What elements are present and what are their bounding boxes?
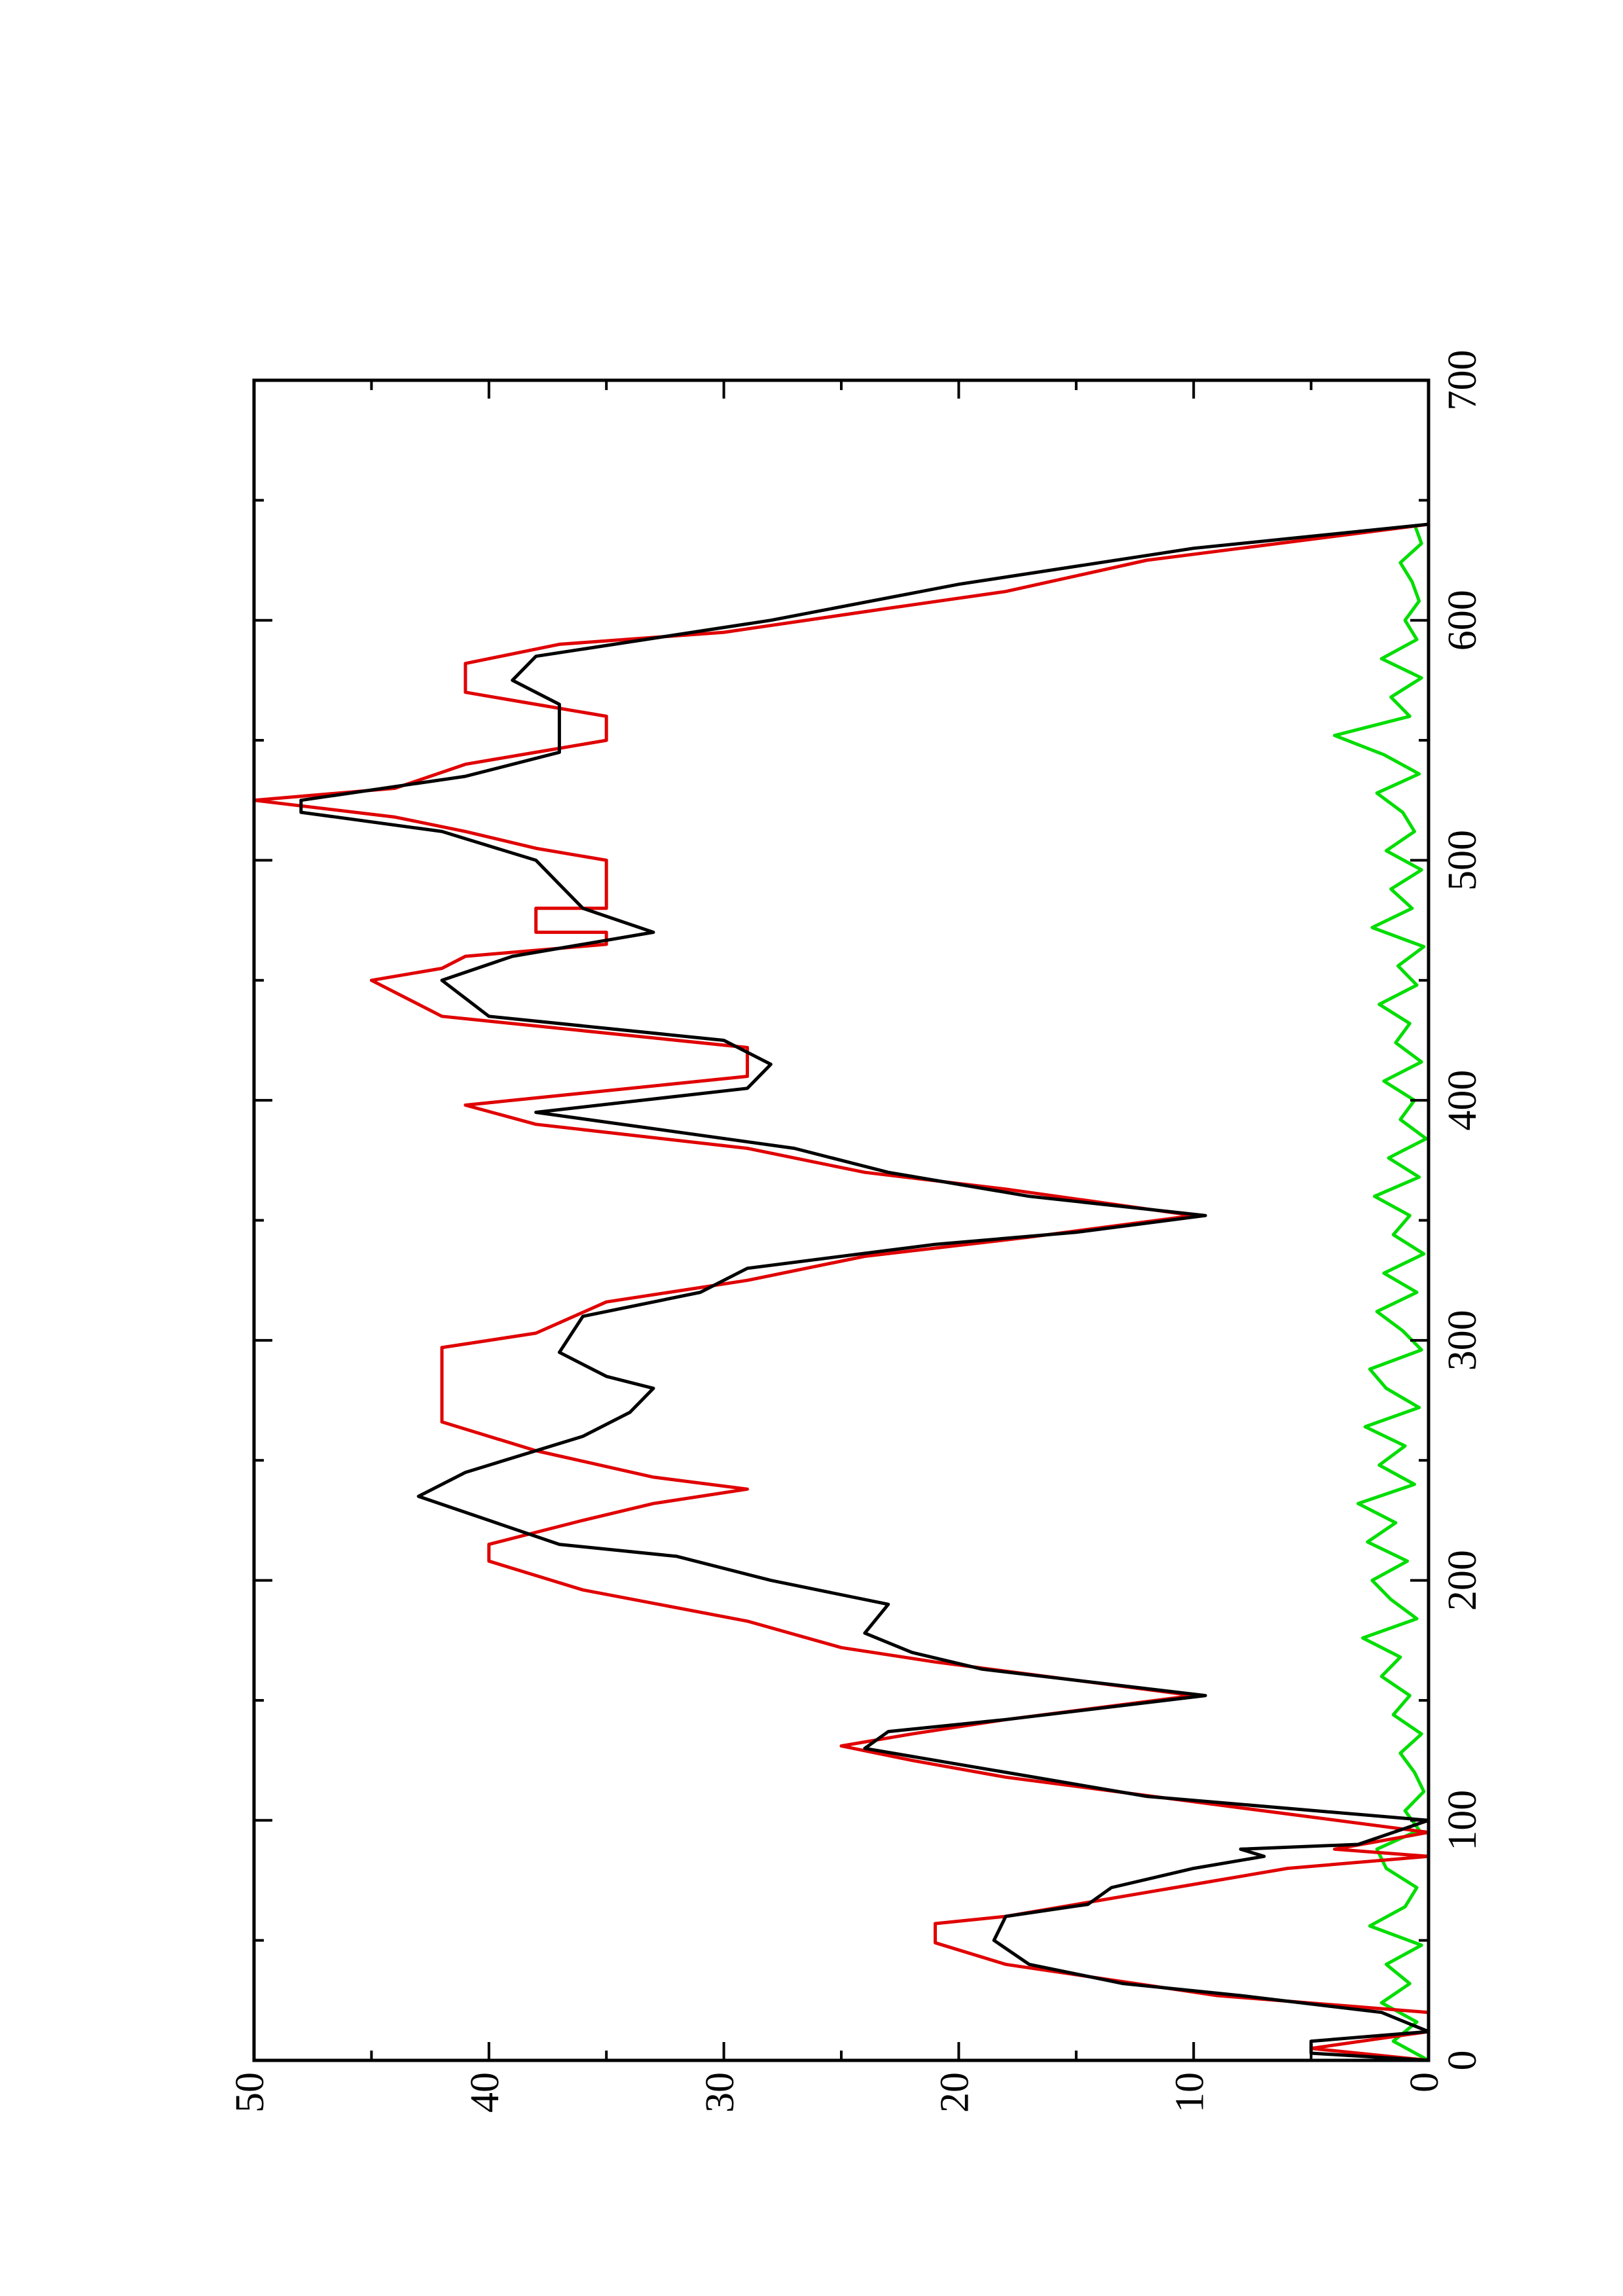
series-line bbox=[299, 522, 1431, 2062]
x-tick-label: 100 bbox=[1440, 1790, 1485, 1851]
x-tick-label: 0 bbox=[1440, 2051, 1485, 2071]
x-tick-label: 600 bbox=[1440, 590, 1485, 651]
series-line bbox=[1333, 524, 1430, 2062]
y-tick-label: 20 bbox=[933, 2072, 977, 2113]
x-tick-label: 300 bbox=[1440, 1310, 1485, 1371]
y-tick-label: 40 bbox=[463, 2072, 507, 2113]
plot: 0 100 200 300 400 500 600 700 0 10 20 30 40 50 bbox=[228, 350, 1485, 2113]
x-tick-label: 200 bbox=[1440, 1550, 1485, 1611]
x-tick-label: 400 bbox=[1440, 1070, 1485, 1131]
y-tick-label: 10 bbox=[1167, 2072, 1212, 2113]
y-tick-label: 30 bbox=[698, 2072, 742, 2113]
y-tick-label: 50 bbox=[228, 2072, 272, 2113]
x-tick-label: 500 bbox=[1440, 830, 1485, 891]
y-tick-label: 0 bbox=[1402, 2072, 1447, 2092]
x-tick-label: 700 bbox=[1440, 350, 1485, 411]
